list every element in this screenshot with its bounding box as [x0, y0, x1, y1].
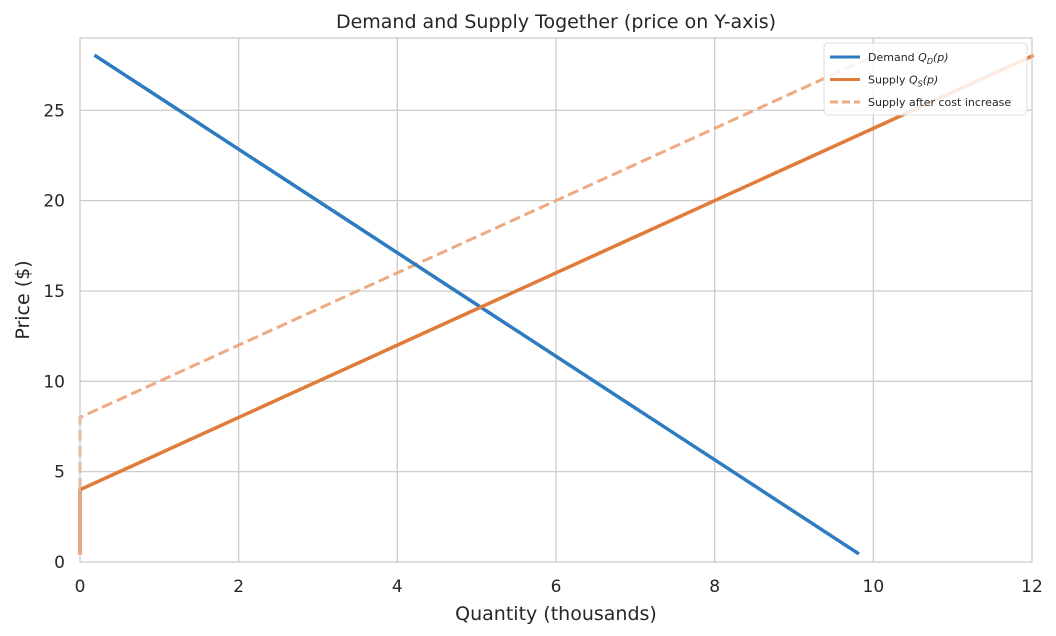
x-tick-label: 0 [75, 577, 86, 597]
chart-title: Demand and Supply Together (price on Y-a… [336, 11, 776, 33]
x-tick-label: 2 [233, 577, 244, 597]
x-axis-label: Quantity (thousands) [455, 603, 657, 625]
legend-subscript: S [918, 80, 923, 89]
legend-symbol: Q [909, 74, 918, 87]
y-tick-label: 25 [43, 101, 65, 121]
y-axis-label: Price ($) [12, 260, 34, 339]
legend-text: Supply after cost increase [868, 96, 1011, 109]
legend-box [823, 42, 1028, 116]
y-tick-label: 5 [54, 463, 65, 483]
y-tick-label: 10 [43, 372, 65, 392]
legend-argument: (p) [923, 74, 939, 87]
legend-label-1: Demand QD(p) [868, 51, 949, 66]
tick-labels: 0 2 4 6 8 10 12 0 5 10 15 20 25 [43, 101, 1042, 597]
y-tick-label: 15 [43, 282, 65, 302]
legend-subscript: D [927, 57, 933, 66]
legend-argument: (p) [933, 51, 949, 64]
plot-frame [79, 37, 1033, 563]
legend: Demand QD(p)Supply QS(p)Supply after cos… [823, 42, 1028, 116]
legend-text: Supply [868, 74, 909, 87]
series-line-1 [93, 53, 860, 556]
x-tick-label: 10 [863, 577, 885, 597]
y-tick-label: 20 [43, 192, 65, 212]
x-tick-label: 4 [392, 577, 403, 597]
legend-label-3: Supply after cost increase [868, 96, 1011, 109]
x-tick-label: 8 [709, 577, 720, 597]
legend-text: Demand [868, 51, 918, 64]
x-tick-label: 6 [551, 577, 562, 597]
y-tick-label: 0 [54, 553, 65, 573]
legend-symbol: Q [918, 51, 927, 64]
legend-label-2: Supply QS(p) [868, 74, 938, 89]
x-tick-label: 12 [1021, 577, 1043, 597]
